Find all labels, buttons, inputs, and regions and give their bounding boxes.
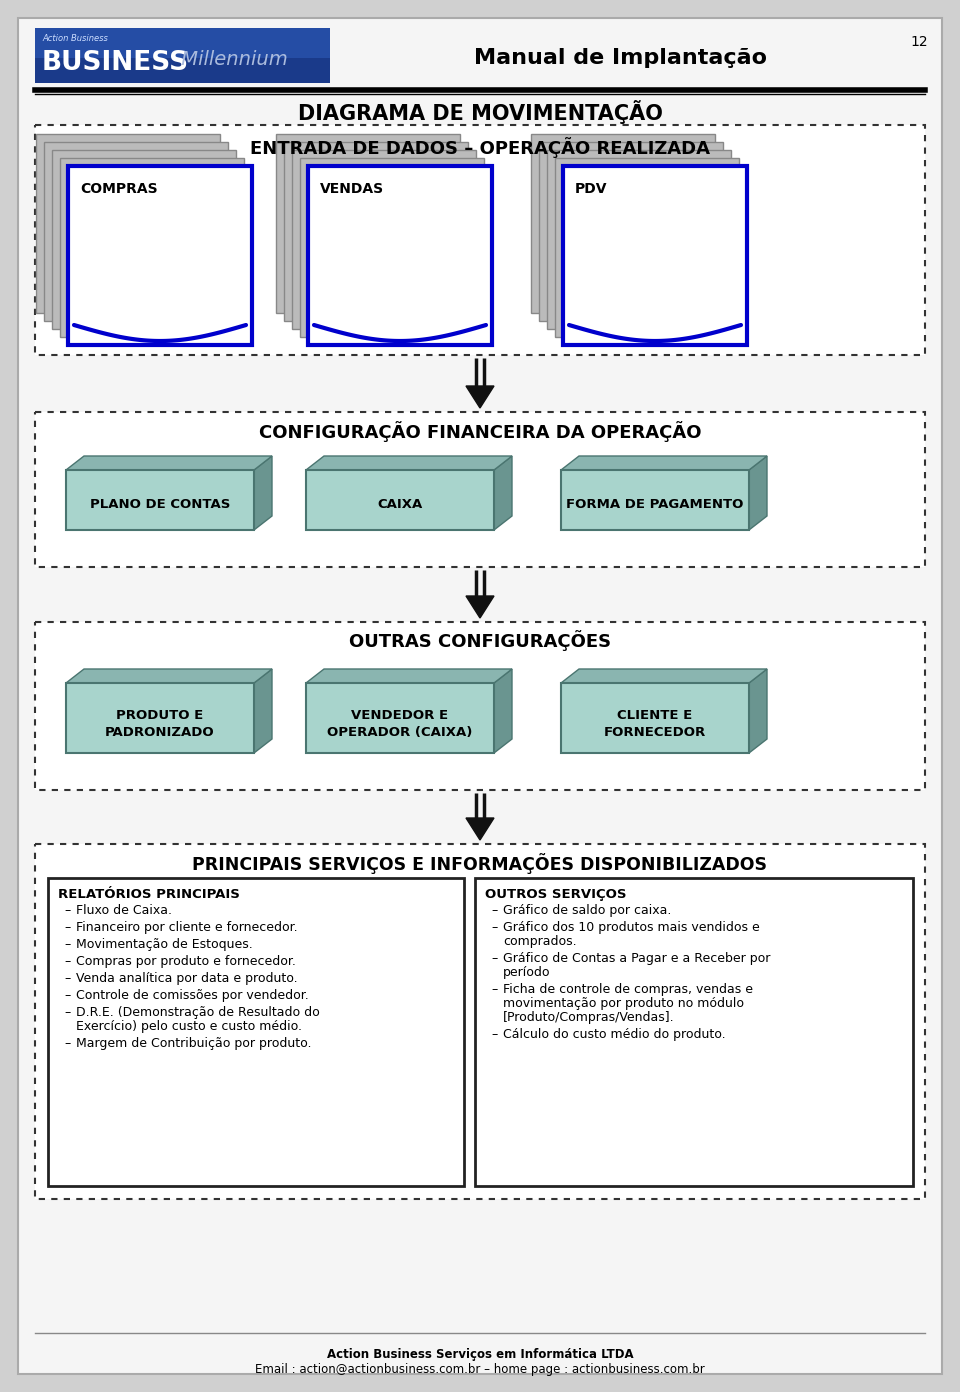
Text: Venda analítica por data e produto.: Venda analítica por data e produto.: [76, 972, 298, 986]
Polygon shape: [254, 457, 272, 530]
Polygon shape: [466, 596, 494, 618]
Text: –: –: [64, 1037, 70, 1050]
Polygon shape: [494, 670, 512, 753]
Text: PDV: PDV: [575, 182, 608, 196]
Text: VENDEDOR E
OPERADOR (CAIXA): VENDEDOR E OPERADOR (CAIXA): [327, 709, 472, 739]
Text: Compras por produto e fornecedor.: Compras por produto e fornecedor.: [76, 955, 296, 967]
Text: –: –: [491, 903, 497, 917]
Polygon shape: [66, 670, 272, 683]
Text: Margem de Contribuição por produto.: Margem de Contribuição por produto.: [76, 1037, 311, 1050]
FancyBboxPatch shape: [35, 28, 330, 84]
Text: PRODUTO E
PADRONIZADO: PRODUTO E PADRONIZADO: [106, 709, 215, 739]
Text: COMPRAS: COMPRAS: [80, 182, 157, 196]
Text: movimentação por produto no módulo: movimentação por produto no módulo: [503, 997, 744, 1011]
Text: –: –: [64, 938, 70, 951]
FancyBboxPatch shape: [306, 470, 494, 530]
Text: Manual de Implantação: Manual de Implantação: [473, 47, 766, 68]
Text: CAIXA: CAIXA: [377, 498, 422, 511]
Text: –: –: [64, 988, 70, 1002]
Polygon shape: [254, 670, 272, 753]
FancyBboxPatch shape: [284, 142, 468, 322]
Polygon shape: [306, 670, 512, 683]
Text: –: –: [64, 972, 70, 986]
FancyBboxPatch shape: [35, 412, 925, 567]
FancyBboxPatch shape: [292, 150, 476, 329]
Text: RELATÓRIOS PRINCIPAIS: RELATÓRIOS PRINCIPAIS: [58, 888, 240, 901]
FancyBboxPatch shape: [35, 844, 925, 1199]
FancyBboxPatch shape: [539, 142, 723, 322]
FancyBboxPatch shape: [561, 470, 749, 530]
Text: comprados.: comprados.: [503, 935, 577, 948]
FancyBboxPatch shape: [35, 622, 925, 791]
FancyBboxPatch shape: [52, 150, 236, 329]
Text: Exercício) pelo custo e custo médio.: Exercício) pelo custo e custo médio.: [76, 1020, 302, 1033]
FancyBboxPatch shape: [475, 878, 913, 1186]
FancyBboxPatch shape: [35, 125, 925, 355]
FancyBboxPatch shape: [60, 159, 244, 337]
Polygon shape: [466, 818, 494, 839]
Text: FORMA DE PAGAMENTO: FORMA DE PAGAMENTO: [566, 498, 744, 511]
Text: Controle de comissões por vendedor.: Controle de comissões por vendedor.: [76, 988, 309, 1002]
Text: DIAGRAMA DE MOVIMENTAÇÃO: DIAGRAMA DE MOVIMENTAÇÃO: [298, 100, 662, 124]
FancyBboxPatch shape: [276, 134, 460, 313]
Text: Fluxo de Caixa.: Fluxo de Caixa.: [76, 903, 172, 917]
Text: período: período: [503, 966, 550, 979]
Text: 12: 12: [910, 35, 927, 49]
Text: Movimentação de Estoques.: Movimentação de Estoques.: [76, 938, 252, 951]
Polygon shape: [306, 457, 512, 470]
Polygon shape: [561, 670, 767, 683]
Text: –: –: [64, 1006, 70, 1019]
Polygon shape: [66, 457, 272, 470]
Text: CONFIGURAÇÃO FINANCEIRA DA OPERAÇÃO: CONFIGURAÇÃO FINANCEIRA DA OPERAÇÃO: [259, 422, 701, 443]
FancyBboxPatch shape: [547, 150, 731, 329]
Text: –: –: [491, 922, 497, 934]
FancyBboxPatch shape: [68, 166, 252, 345]
Text: Gráfico dos 10 produtos mais vendidos e: Gráfico dos 10 produtos mais vendidos e: [503, 922, 759, 934]
Text: Ficha de controle de compras, vendas e: Ficha de controle de compras, vendas e: [503, 983, 753, 997]
FancyBboxPatch shape: [561, 683, 749, 753]
Text: CLIENTE E
FORNECEDOR: CLIENTE E FORNECEDOR: [604, 709, 707, 739]
FancyBboxPatch shape: [35, 28, 330, 58]
FancyBboxPatch shape: [308, 166, 492, 345]
Polygon shape: [494, 457, 512, 530]
Text: Gráfico de saldo por caixa.: Gráfico de saldo por caixa.: [503, 903, 671, 917]
Text: Gráfico de Contas a Pagar e a Receber por: Gráfico de Contas a Pagar e a Receber po…: [503, 952, 770, 965]
Text: OUTROS SERVIÇOS: OUTROS SERVIÇOS: [485, 888, 627, 901]
Polygon shape: [561, 457, 767, 470]
FancyBboxPatch shape: [48, 878, 464, 1186]
Text: Action Business: Action Business: [42, 33, 108, 43]
FancyBboxPatch shape: [66, 683, 254, 753]
Text: –: –: [491, 1029, 497, 1041]
Text: Action Business Serviços em Informática LTDA: Action Business Serviços em Informática …: [326, 1347, 634, 1361]
FancyBboxPatch shape: [563, 166, 747, 345]
Text: PRINCIPAIS SERVIÇOS E INFORMAÇÕES DISPONIBILIZADOS: PRINCIPAIS SERVIÇOS E INFORMAÇÕES DISPON…: [193, 853, 767, 874]
Text: BUSINESS: BUSINESS: [42, 50, 189, 77]
Polygon shape: [749, 670, 767, 753]
Text: Cálculo do custo médio do produto.: Cálculo do custo médio do produto.: [503, 1029, 726, 1041]
Text: Financeiro por cliente e fornecedor.: Financeiro por cliente e fornecedor.: [76, 922, 298, 934]
FancyBboxPatch shape: [36, 134, 220, 313]
Text: D.R.E. (Demonstração de Resultado do: D.R.E. (Demonstração de Resultado do: [76, 1006, 320, 1019]
Text: –: –: [64, 955, 70, 967]
Text: ENTRADA DE DADOS – OPERAÇÃO REALIZADA: ENTRADA DE DADOS – OPERAÇÃO REALIZADA: [250, 138, 710, 159]
Polygon shape: [749, 457, 767, 530]
Text: [Produto/Compras/Vendas].: [Produto/Compras/Vendas].: [503, 1011, 675, 1025]
FancyBboxPatch shape: [66, 470, 254, 530]
Text: VENDAS: VENDAS: [320, 182, 384, 196]
Text: OUTRAS CONFIGURAÇÕES: OUTRAS CONFIGURAÇÕES: [348, 631, 612, 651]
Text: –: –: [64, 903, 70, 917]
FancyBboxPatch shape: [531, 134, 715, 313]
FancyBboxPatch shape: [555, 159, 739, 337]
FancyBboxPatch shape: [300, 159, 484, 337]
Text: –: –: [491, 983, 497, 997]
FancyBboxPatch shape: [18, 18, 942, 1374]
Polygon shape: [466, 386, 494, 408]
FancyBboxPatch shape: [306, 683, 494, 753]
Text: –: –: [491, 952, 497, 965]
Text: Millennium: Millennium: [175, 50, 288, 70]
Text: –: –: [64, 922, 70, 934]
Text: Email : action@actionbusiness.com.br – home page : actionbusiness.com.br: Email : action@actionbusiness.com.br – h…: [255, 1363, 705, 1377]
FancyBboxPatch shape: [44, 142, 228, 322]
Text: PLANO DE CONTAS: PLANO DE CONTAS: [90, 498, 230, 511]
